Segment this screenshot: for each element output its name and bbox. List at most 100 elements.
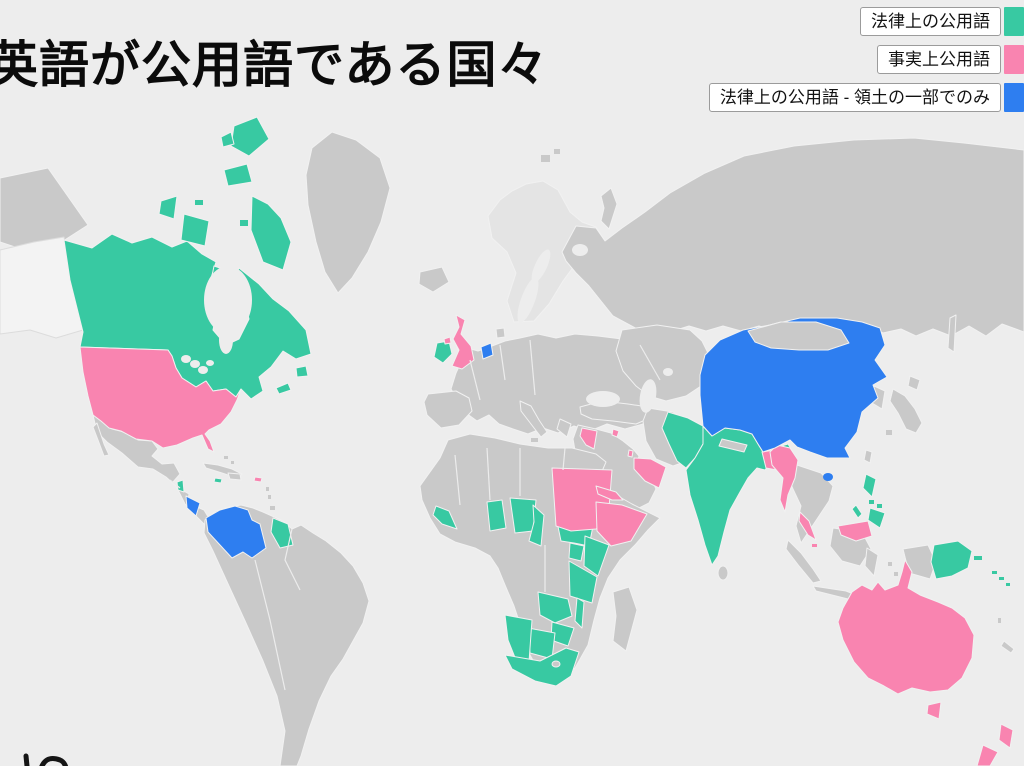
island-sicily xyxy=(531,438,538,442)
country-greenland xyxy=(305,131,391,294)
country-australia xyxy=(837,559,975,695)
hudson-bay xyxy=(204,266,252,334)
country-philippines-visayas xyxy=(869,500,874,504)
country-myanmar xyxy=(769,444,799,513)
legend-row-partial: 法律上の公用語 - 領土の一部でのみ xyxy=(708,83,1024,112)
region-iberia xyxy=(423,390,473,429)
country-eritrea xyxy=(595,485,624,501)
region-central-asia xyxy=(615,324,713,402)
country-philippines-luzon xyxy=(862,473,877,498)
country-belize xyxy=(176,479,185,493)
country-netherlands xyxy=(480,342,494,360)
continent-south-america xyxy=(203,504,370,766)
country-united-kingdom xyxy=(451,314,475,370)
country-new-zealand-north xyxy=(998,723,1014,749)
water-bodies xyxy=(181,244,673,413)
island-trinidad xyxy=(270,506,275,510)
island-taiwan xyxy=(863,449,873,464)
gray-overlays xyxy=(551,321,850,668)
country-malaysia-east xyxy=(837,520,873,542)
page-title: 英語が公用語である国々 xyxy=(0,36,549,93)
country-china xyxy=(699,317,888,459)
defacto-countries xyxy=(79,314,1014,766)
country-guyana xyxy=(270,517,294,549)
arctic-island-small-2 xyxy=(240,220,248,226)
island-baffin xyxy=(250,195,292,271)
islands-svalbard-2 xyxy=(554,149,560,154)
country-mongolia-overlay xyxy=(747,321,850,351)
country-iceland xyxy=(418,266,450,293)
country-madagascar xyxy=(612,586,638,652)
country-italy xyxy=(519,400,548,438)
great-lakes-3 xyxy=(198,366,208,374)
country-sri-lanka xyxy=(717,565,729,581)
aral-sea xyxy=(663,368,673,376)
island-new-caledonia xyxy=(1000,640,1015,654)
country-south-africa xyxy=(504,647,580,687)
island-newfoundland xyxy=(295,365,309,378)
country-ireland xyxy=(433,340,453,364)
country-colombia xyxy=(205,505,267,559)
island-sulawesi xyxy=(864,547,879,577)
country-singapore xyxy=(812,544,817,547)
island-kyushu xyxy=(886,430,892,435)
arctic-island-small xyxy=(195,200,203,205)
islands-moluccas-2 xyxy=(894,572,898,576)
country-cameroon xyxy=(528,504,545,547)
gulf-of-bothnia xyxy=(531,249,551,283)
islands-bahamas xyxy=(224,456,228,459)
country-denmark xyxy=(495,327,506,339)
island-sumatra xyxy=(785,539,822,584)
legend-label-defacto: 事実上公用語 xyxy=(877,45,1001,74)
legend-swatch-partial xyxy=(1004,83,1024,112)
country-jamaica xyxy=(213,477,223,484)
great-lakes-2 xyxy=(190,360,200,368)
islands-vanuatu xyxy=(998,618,1001,623)
country-namibia xyxy=(504,614,533,663)
country-uganda xyxy=(568,542,585,562)
country-japan xyxy=(889,388,923,434)
islands-moluccas xyxy=(888,562,892,566)
country-malawi xyxy=(574,597,585,629)
island-banks xyxy=(158,195,178,220)
legend: 法律上の公用語 事実上公用語 法律上の公用語 - 領土の一部でのみ xyxy=(708,7,1024,112)
island-hainan xyxy=(823,473,833,481)
legend-swatch-defacto xyxy=(1004,45,1024,74)
great-lakes-4 xyxy=(206,360,214,366)
country-zambia xyxy=(537,591,573,624)
country-malaysia-peninsula xyxy=(798,511,817,541)
baltic-sea xyxy=(517,277,539,323)
country-solomon-islands-2 xyxy=(999,577,1004,580)
country-papua-new-guinea xyxy=(930,540,973,580)
islands-lesser-antilles xyxy=(266,487,269,491)
island-puerto-rico xyxy=(253,476,263,483)
islands-lesser-antilles-2 xyxy=(268,495,271,499)
caspian-sea xyxy=(639,379,657,413)
country-tanzania xyxy=(568,560,598,604)
country-lesotho xyxy=(551,660,561,668)
legend-label-dejure: 法律上の公用語 xyxy=(860,7,1001,36)
island-novaya-zemlya xyxy=(600,187,618,230)
legend-row-defacto: 事実上公用語 xyxy=(877,45,1024,74)
islands-svalbard xyxy=(541,155,550,162)
country-philippines-visayas-2 xyxy=(877,504,882,508)
country-philippines-mindanao xyxy=(867,507,886,529)
country-solomon-islands-3 xyxy=(1006,583,1010,586)
country-ethiopia xyxy=(595,501,648,547)
country-hispaniola xyxy=(227,472,242,481)
country-jordan-israel xyxy=(579,427,598,450)
island-ellesmere xyxy=(230,116,270,157)
great-lakes xyxy=(181,355,191,363)
country-kenya xyxy=(583,535,610,577)
island-tasmania xyxy=(926,701,942,720)
region-northern-ireland xyxy=(443,336,452,345)
partial-countries xyxy=(185,317,888,559)
country-russia xyxy=(561,137,1024,337)
james-bay xyxy=(219,326,233,354)
country-solomon-islands xyxy=(992,571,997,574)
country-oman-uae xyxy=(633,457,667,489)
country-nicaragua xyxy=(185,495,201,517)
country-sierra-leone-liberia xyxy=(432,505,458,530)
